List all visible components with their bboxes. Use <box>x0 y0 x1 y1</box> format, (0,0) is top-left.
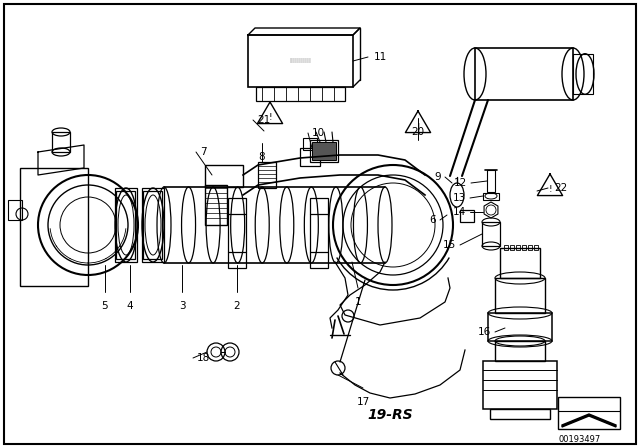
Bar <box>142 188 164 262</box>
Text: 11: 11 <box>374 52 387 62</box>
Bar <box>143 191 162 259</box>
Bar <box>573 54 593 94</box>
Text: 1: 1 <box>355 297 362 307</box>
Bar <box>115 188 137 262</box>
Text: !: ! <box>548 185 552 194</box>
Bar <box>52 132 70 152</box>
Text: 18: 18 <box>197 353 211 363</box>
Bar <box>116 191 135 259</box>
Bar <box>495 278 545 313</box>
Bar <box>488 313 552 341</box>
Text: 21: 21 <box>257 115 270 125</box>
Bar <box>300 148 320 166</box>
Text: 12: 12 <box>454 178 467 188</box>
Text: 16: 16 <box>477 327 491 337</box>
Text: 22: 22 <box>554 183 567 193</box>
Bar <box>495 341 545 361</box>
Bar <box>256 87 345 101</box>
Text: 5: 5 <box>102 301 108 311</box>
Bar <box>516 245 520 250</box>
Bar <box>558 397 620 429</box>
Bar <box>487 170 495 192</box>
Bar <box>522 245 526 250</box>
Text: 9: 9 <box>435 172 441 182</box>
Bar <box>460 210 474 222</box>
Bar <box>258 162 276 188</box>
Bar <box>310 198 328 214</box>
Bar <box>482 222 500 246</box>
Text: 6: 6 <box>429 215 436 225</box>
Bar <box>228 252 246 268</box>
Text: IIIIIIIIIII: IIIIIIIIIII <box>289 58 311 64</box>
Text: 10: 10 <box>312 128 325 138</box>
Bar <box>534 245 538 250</box>
Bar <box>475 48 573 100</box>
Bar <box>490 409 550 419</box>
Bar <box>310 252 328 268</box>
Text: 20: 20 <box>412 127 424 137</box>
Text: 00193497: 00193497 <box>559 435 601 444</box>
Text: 8: 8 <box>259 152 266 162</box>
Text: 7: 7 <box>200 147 207 157</box>
Bar <box>312 142 336 160</box>
Text: 13: 13 <box>452 193 466 203</box>
Bar <box>510 245 514 250</box>
Bar <box>500 248 540 278</box>
Bar <box>528 245 532 250</box>
Bar <box>8 200 22 220</box>
Bar <box>303 138 317 150</box>
Text: 4: 4 <box>127 301 133 311</box>
Text: 2: 2 <box>234 301 240 311</box>
Bar <box>483 193 499 200</box>
Text: 15: 15 <box>443 240 456 250</box>
Bar <box>248 35 353 87</box>
Text: 17: 17 <box>356 397 370 407</box>
Bar <box>483 361 557 409</box>
Polygon shape <box>562 414 616 427</box>
Bar <box>205 185 227 225</box>
Text: 3: 3 <box>179 301 186 311</box>
Text: !: ! <box>268 113 272 122</box>
Bar <box>228 198 246 214</box>
Bar <box>310 140 338 162</box>
Bar <box>504 245 508 250</box>
Bar <box>20 168 88 286</box>
Text: 19-RS: 19-RS <box>367 408 413 422</box>
Text: !: ! <box>416 122 420 132</box>
Bar <box>205 165 243 187</box>
Text: 14: 14 <box>452 207 466 217</box>
